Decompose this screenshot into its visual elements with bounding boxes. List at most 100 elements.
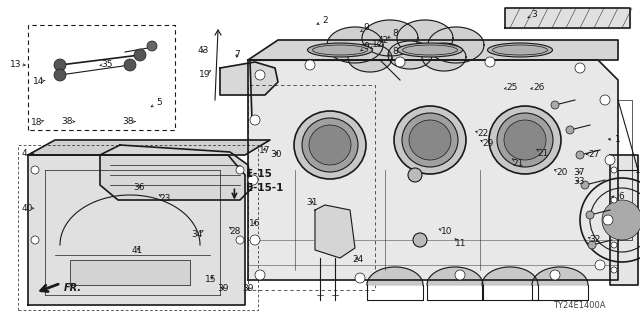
- Text: 9: 9: [364, 23, 369, 32]
- Text: 3: 3: [532, 10, 537, 19]
- Text: 43: 43: [198, 46, 209, 55]
- Circle shape: [408, 168, 422, 182]
- Circle shape: [551, 101, 559, 109]
- Circle shape: [124, 59, 136, 71]
- Text: 33: 33: [573, 177, 585, 186]
- Text: 12: 12: [372, 40, 383, 49]
- Circle shape: [395, 57, 405, 67]
- Polygon shape: [315, 205, 355, 258]
- Circle shape: [455, 270, 465, 280]
- Text: E-15: E-15: [246, 169, 272, 180]
- Polygon shape: [100, 145, 252, 200]
- Text: TY24E1400A: TY24E1400A: [553, 301, 605, 310]
- Text: 25: 25: [506, 83, 518, 92]
- Text: 31: 31: [307, 198, 318, 207]
- Circle shape: [31, 236, 39, 244]
- Ellipse shape: [489, 106, 561, 174]
- Ellipse shape: [302, 118, 358, 172]
- Text: 34: 34: [191, 230, 203, 239]
- Circle shape: [581, 181, 589, 189]
- Circle shape: [603, 215, 613, 225]
- Circle shape: [611, 167, 617, 173]
- Text: 26: 26: [533, 83, 545, 92]
- Circle shape: [236, 236, 244, 244]
- Circle shape: [250, 235, 260, 245]
- Ellipse shape: [488, 43, 552, 57]
- Text: 38: 38: [61, 117, 73, 126]
- Circle shape: [236, 166, 244, 174]
- Ellipse shape: [402, 113, 458, 167]
- Text: 21: 21: [513, 159, 524, 168]
- Polygon shape: [220, 62, 278, 95]
- Circle shape: [54, 69, 66, 81]
- Circle shape: [588, 241, 596, 249]
- Polygon shape: [428, 27, 484, 63]
- Polygon shape: [388, 41, 432, 69]
- Text: 42: 42: [377, 36, 388, 45]
- Circle shape: [413, 233, 427, 247]
- Polygon shape: [327, 27, 383, 63]
- Circle shape: [550, 270, 560, 280]
- Text: 39: 39: [243, 284, 254, 293]
- Polygon shape: [28, 155, 245, 305]
- Text: 32: 32: [589, 235, 601, 244]
- Text: 4: 4: [22, 149, 27, 158]
- Text: 5: 5: [156, 98, 161, 107]
- Text: 38: 38: [122, 117, 134, 126]
- Ellipse shape: [504, 120, 546, 160]
- Polygon shape: [397, 20, 453, 56]
- Text: 19: 19: [199, 70, 211, 79]
- Text: 22: 22: [477, 129, 489, 138]
- Circle shape: [134, 49, 146, 61]
- Text: 16: 16: [249, 220, 260, 228]
- Circle shape: [595, 260, 605, 270]
- Circle shape: [54, 59, 66, 71]
- Text: 35: 35: [102, 60, 113, 68]
- Text: 8: 8: [393, 29, 398, 38]
- Polygon shape: [422, 43, 466, 71]
- Text: 20: 20: [556, 168, 568, 177]
- Text: 18: 18: [31, 118, 43, 127]
- Text: 14: 14: [33, 77, 44, 86]
- Text: 37: 37: [573, 168, 585, 177]
- Circle shape: [611, 197, 617, 203]
- Polygon shape: [532, 267, 588, 285]
- Circle shape: [605, 155, 615, 165]
- Text: 1: 1: [615, 135, 620, 144]
- Text: 7: 7: [234, 50, 239, 59]
- Text: 24: 24: [353, 255, 364, 264]
- Text: 21: 21: [537, 149, 548, 158]
- Ellipse shape: [307, 43, 372, 57]
- Circle shape: [255, 270, 265, 280]
- Polygon shape: [610, 155, 638, 285]
- Circle shape: [355, 273, 365, 283]
- Ellipse shape: [394, 106, 466, 174]
- Text: 8: 8: [393, 47, 398, 56]
- Circle shape: [611, 267, 617, 273]
- Text: 27: 27: [588, 150, 600, 159]
- Ellipse shape: [309, 125, 351, 165]
- Circle shape: [250, 115, 260, 125]
- Circle shape: [586, 211, 594, 219]
- Circle shape: [566, 126, 574, 134]
- Text: 29: 29: [482, 139, 493, 148]
- Text: 15: 15: [205, 275, 217, 284]
- Text: 1: 1: [635, 165, 640, 174]
- Text: 36: 36: [134, 183, 145, 192]
- Text: 23: 23: [159, 194, 171, 203]
- Text: E-15-1: E-15-1: [246, 183, 284, 193]
- Circle shape: [576, 151, 584, 159]
- Ellipse shape: [397, 43, 463, 57]
- Text: 6: 6: [618, 192, 623, 201]
- Text: 11: 11: [455, 239, 467, 248]
- Polygon shape: [427, 267, 483, 285]
- Text: 2: 2: [323, 16, 328, 25]
- Circle shape: [485, 57, 495, 67]
- Circle shape: [248, 175, 258, 185]
- Ellipse shape: [294, 111, 366, 179]
- Polygon shape: [28, 140, 270, 155]
- Ellipse shape: [409, 120, 451, 160]
- Text: 40: 40: [21, 204, 33, 213]
- Polygon shape: [348, 44, 392, 72]
- Circle shape: [147, 41, 157, 51]
